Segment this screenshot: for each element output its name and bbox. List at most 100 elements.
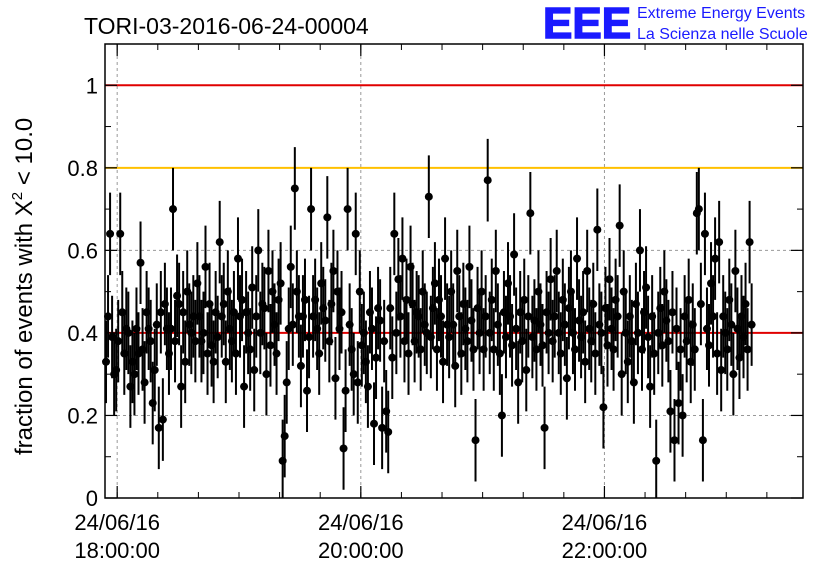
data-point [522, 366, 531, 375]
data-point [731, 267, 740, 275]
data-point [102, 357, 111, 366]
data-point [678, 411, 687, 420]
axis-ticks: 0 0.2 0.4 0.6 0.8 1 24/06/16 18:00:00 24/06/16 20… [67, 43, 803, 563]
data-point [650, 349, 659, 358]
data-point [372, 353, 381, 362]
x-tick-date-label: 24/06/16 [74, 510, 160, 535]
data-point [481, 312, 490, 321]
data-point [323, 213, 332, 222]
data-point [158, 415, 167, 424]
data-point [430, 279, 439, 288]
y-tick-label: 0.8 [67, 156, 98, 181]
data-point [609, 345, 618, 354]
data-point [453, 267, 462, 275]
data-point [633, 328, 642, 337]
data-point [520, 295, 529, 304]
data-point [556, 349, 565, 358]
x-tick-time-label: 18:00:00 [74, 538, 160, 563]
data-point [727, 320, 736, 329]
data-point [240, 382, 249, 391]
data-point [652, 456, 661, 465]
data-point [124, 328, 133, 337]
data-point [581, 357, 590, 366]
y-tick-label: 0.2 [67, 403, 98, 428]
data-point [741, 300, 750, 309]
data-point [282, 378, 291, 387]
data-point [201, 262, 210, 271]
data-point [668, 308, 677, 317]
data-point [296, 361, 305, 370]
data-point [546, 275, 555, 284]
data-point [483, 176, 492, 185]
x-tick-time-label: 22:00:00 [562, 538, 648, 563]
data-point [664, 337, 673, 346]
data-point [152, 320, 161, 329]
data-point [376, 316, 385, 325]
data-point [378, 423, 387, 432]
data-point [439, 357, 448, 366]
data-point [635, 246, 644, 255]
data-point [469, 345, 478, 354]
data-point [562, 374, 571, 383]
data-point [355, 287, 364, 296]
data-point [175, 300, 184, 309]
data-point [599, 403, 608, 412]
data-point [532, 345, 541, 354]
data-point [711, 254, 720, 263]
y-axis-label-sup: 2 [9, 192, 26, 200]
data-point [698, 436, 707, 445]
data-point [524, 312, 533, 321]
data-point [246, 345, 255, 354]
data-point [213, 333, 222, 342]
data-point [591, 349, 600, 358]
data-point [717, 366, 726, 375]
data-point [593, 225, 602, 234]
data-point [315, 349, 324, 358]
data-point [487, 295, 496, 304]
data-point [642, 283, 651, 292]
data-point [136, 258, 145, 267]
y-axis-label-symbol: X [11, 200, 38, 216]
data-point [729, 370, 738, 379]
data-point [331, 374, 340, 383]
y-tick-label: 0.6 [67, 238, 98, 263]
data-point [745, 238, 754, 247]
data-point [276, 279, 285, 288]
data-point [250, 366, 259, 375]
y-tick-label: 0 [86, 486, 98, 511]
data-point [169, 205, 178, 214]
data-point [579, 308, 588, 317]
data-point [150, 366, 159, 375]
data-point [402, 295, 411, 304]
data-point [404, 349, 413, 358]
data-point [512, 324, 521, 333]
data-point [424, 192, 433, 201]
data-point [156, 308, 165, 317]
data-point [386, 304, 395, 313]
y-tick-label: 0.4 [67, 321, 98, 346]
x-tick-date-label: 24/06/16 [562, 510, 648, 535]
y-tick-label: 1 [86, 73, 98, 98]
data-point [571, 345, 580, 354]
data-point [560, 320, 569, 329]
data-point [497, 411, 506, 420]
data-point [623, 357, 632, 366]
data-point [676, 345, 685, 354]
data-point [248, 283, 257, 292]
y-axis-label: fraction of events with X2 < 10.0 [9, 118, 38, 455]
x-tick-date-label: 24/06/16 [318, 510, 404, 535]
data-point [457, 349, 466, 358]
data-point [501, 333, 510, 342]
data-point [583, 267, 592, 275]
data-point [349, 370, 358, 379]
data-point [191, 337, 200, 346]
data-point [743, 345, 752, 354]
data-point [367, 324, 376, 333]
data-point [390, 229, 399, 238]
data-point [672, 324, 681, 333]
data-point [666, 407, 675, 416]
data-point [510, 250, 519, 259]
data-point [363, 382, 372, 391]
data-point [396, 312, 405, 321]
